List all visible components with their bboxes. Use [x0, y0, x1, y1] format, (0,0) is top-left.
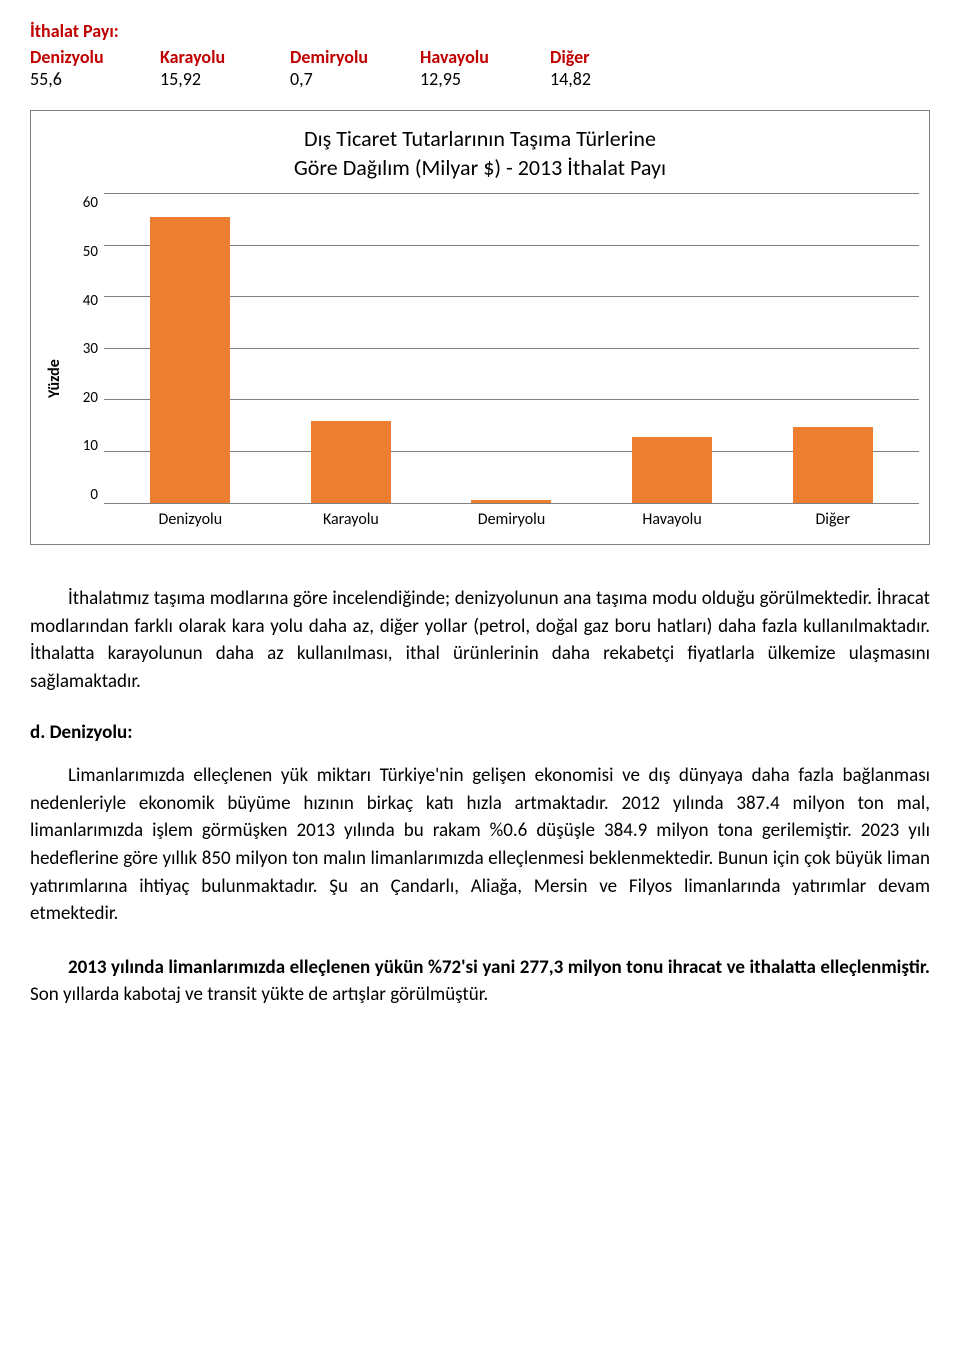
data-table-header: Denizyolu Karayolu Demiryolu Havayolu Di… — [30, 46, 930, 68]
xlabel-denizyolu: Denizyolu — [150, 510, 230, 534]
col-demiryolu: Demiryolu — [290, 46, 420, 68]
xlabel-diger: Diğer — [793, 510, 873, 534]
xlabel-demiryolu: Demiryolu — [471, 510, 551, 534]
ytick-60: 60 — [83, 194, 98, 212]
bar-demiryolu — [471, 500, 551, 504]
section-heading-ithalat: İthalat Payı: — [30, 20, 930, 42]
ytick-50: 50 — [83, 243, 98, 261]
chart-y-axis: 60 50 40 30 20 10 0 — [68, 194, 104, 534]
ytick-40: 40 — [83, 292, 98, 310]
chart-title-line2: Göre Dağılım (Milyar $) - 2013 İthalat P… — [294, 154, 666, 181]
col-karayolu: Karayolu — [160, 46, 290, 68]
paragraph-denizyolu-2-bold: 2013 yılında limanlarımızda elleçlenen y… — [68, 956, 930, 979]
chart-y-label: Yüzde — [41, 194, 68, 534]
chart-container: Dış Ticaret Tutarlarının Taşıma Türlerin… — [30, 110, 930, 545]
chart-title: Dış Ticaret Tutarlarının Taşıma Türlerin… — [41, 125, 919, 182]
paragraph-denizyolu-2-rest: Son yıllarda kabotaj ve transit yükte de… — [30, 983, 488, 1006]
paragraph-ithalat-analysis: İthalatımız taşıma modlarına göre incele… — [30, 585, 930, 695]
chart-plot-column: Denizyolu Karayolu Demiryolu Havayolu Di… — [104, 194, 919, 534]
bar-diğer — [793, 427, 873, 503]
bar-denizyolu — [150, 217, 230, 503]
xlabel-havayolu: Havayolu — [632, 510, 712, 534]
bar-karayolu — [311, 421, 391, 503]
ytick-30: 30 — [83, 340, 98, 358]
subheading-denizyolu: d. Denizyolu: — [30, 721, 930, 744]
val-karayolu: 15,92 — [160, 68, 290, 90]
val-demiryolu: 0,7 — [290, 68, 420, 90]
paragraph-denizyolu-2: 2013 yılında limanlarımızda elleçlenen y… — [30, 954, 930, 1009]
chart-plot-area — [104, 194, 919, 504]
bar-havayolu — [632, 437, 712, 504]
gridline — [104, 193, 919, 194]
chart-title-line1: Dış Ticaret Tutarlarının Taşıma Türlerin… — [304, 125, 656, 152]
ytick-0: 0 — [90, 486, 98, 504]
val-denizyolu: 55,6 — [30, 68, 160, 90]
paragraph-denizyolu-1: Limanlarımızda elleçlenen yük miktarı Tü… — [30, 762, 930, 927]
ytick-20: 20 — [83, 389, 98, 407]
chart-x-labels: Denizyolu Karayolu Demiryolu Havayolu Di… — [104, 504, 919, 534]
xlabel-karayolu: Karayolu — [311, 510, 391, 534]
val-havayolu: 12,95 — [420, 68, 550, 90]
col-havayolu: Havayolu — [420, 46, 550, 68]
chart-body: Yüzde 60 50 40 30 20 10 0 Denizyolu Kara… — [41, 194, 919, 534]
col-diger: Diğer — [550, 46, 680, 68]
ytick-10: 10 — [83, 437, 98, 455]
val-diger: 14,82 — [550, 68, 680, 90]
col-denizyolu: Denizyolu — [30, 46, 160, 68]
data-table-values: 55,6 15,92 0,7 12,95 14,82 — [30, 68, 930, 90]
